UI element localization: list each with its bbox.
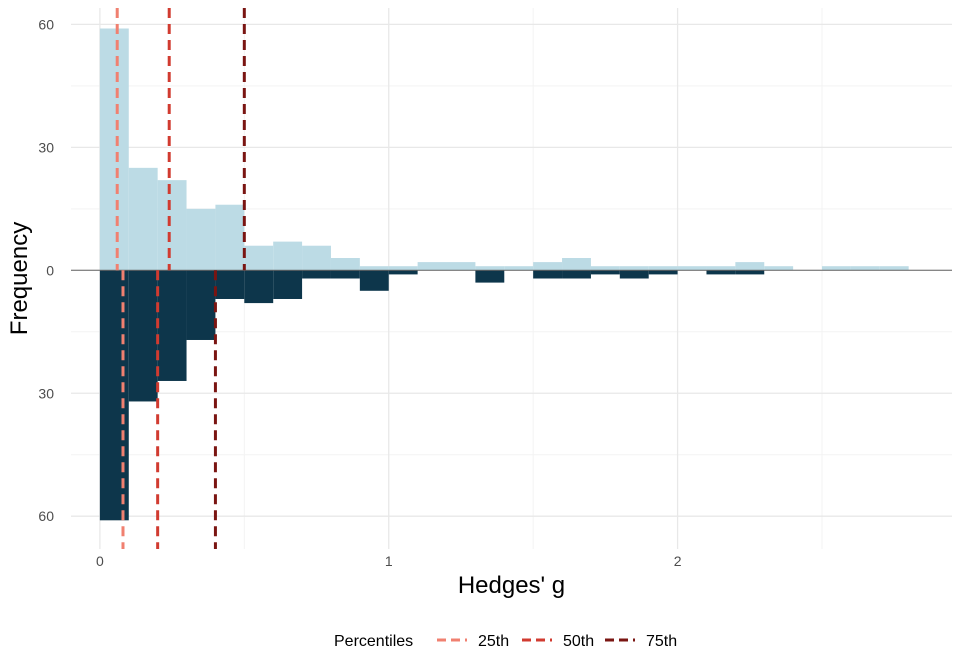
histogram-bar-upper — [475, 266, 505, 271]
axis-tick-labels: 0 1 2 60 30 0 30 60 — [38, 16, 681, 569]
histogram-bar-lower — [330, 270, 360, 279]
histogram-bar-upper — [706, 266, 736, 271]
histogram-bar-lower — [359, 270, 389, 291]
y-tick-label: 60 — [38, 16, 54, 32]
x-tick-label: 1 — [385, 553, 393, 569]
histogram-bar-lower — [186, 270, 216, 340]
histogram-bar-lower — [302, 270, 331, 279]
histogram-bar-upper — [273, 241, 303, 271]
histogram-bar-upper — [99, 28, 129, 271]
histogram-bar-upper — [186, 208, 216, 271]
histogram-bar-upper — [215, 204, 245, 271]
histogram-bar-upper — [735, 262, 765, 271]
histogram-bar-upper — [157, 180, 187, 271]
histogram-bar-upper — [648, 266, 678, 271]
histogram-bar-upper — [446, 262, 476, 271]
histogram-bar-lower — [735, 270, 765, 275]
legend-label-25th: 25th — [478, 633, 509, 650]
histogram-bar-lower — [648, 270, 678, 275]
histogram-bar-upper — [417, 262, 447, 271]
histogram-bar-upper — [619, 266, 649, 271]
histogram-bar-upper — [504, 266, 534, 271]
histogram-bar-upper — [677, 266, 707, 271]
histogram-bar-lower — [157, 270, 187, 381]
histogram-bar-upper — [850, 266, 880, 271]
y-tick-label: 0 — [46, 262, 54, 278]
x-tick-label: 0 — [96, 553, 104, 569]
histogram-bar-upper — [359, 266, 389, 271]
histogram-bar-upper — [128, 167, 158, 271]
histogram-bar-upper — [330, 258, 360, 271]
histogram-bar-upper — [562, 258, 591, 271]
percentile-lines — [115, 8, 246, 549]
histogram-bar-lower — [128, 270, 158, 402]
histogram-bar-upper — [764, 266, 794, 271]
histogram-bar-lower — [590, 270, 620, 275]
histogram-bars — [99, 28, 909, 521]
x-tick-label: 2 — [674, 553, 682, 569]
histogram-bar-lower — [706, 270, 736, 275]
histogram-bar-lower — [533, 270, 563, 279]
histogram-bar-upper — [533, 262, 563, 271]
histogram-bar-upper — [244, 245, 274, 271]
legend-items: 25th 50th 75th — [437, 633, 677, 650]
histogram-bar-upper — [388, 266, 418, 271]
histogram-bar-upper — [590, 266, 620, 271]
y-tick-label: 30 — [38, 139, 54, 155]
legend-label-75th: 75th — [646, 633, 677, 650]
histogram-bar-lower — [475, 270, 505, 283]
histogram-bar-lower — [244, 270, 274, 304]
legend-label-50th: 50th — [563, 633, 594, 650]
legend: Percentiles 25th 50th 75th — [334, 633, 677, 650]
y-axis-title: Frequency — [6, 222, 33, 335]
legend-title: Percentiles — [334, 633, 413, 650]
histogram-bar-lower — [388, 270, 418, 275]
histogram-bar-upper — [302, 245, 331, 271]
histogram-bar-upper — [879, 266, 909, 271]
histogram-bar-lower — [562, 270, 591, 279]
x-axis-title: Hedges' g — [458, 572, 565, 599]
y-tick-label: 30 — [38, 385, 54, 401]
histogram-bar-lower — [619, 270, 649, 279]
y-tick-label: 60 — [38, 508, 54, 524]
histogram-bar-lower — [273, 270, 303, 299]
histogram-bar-lower — [215, 270, 245, 299]
histogram-bar-upper — [822, 266, 851, 271]
